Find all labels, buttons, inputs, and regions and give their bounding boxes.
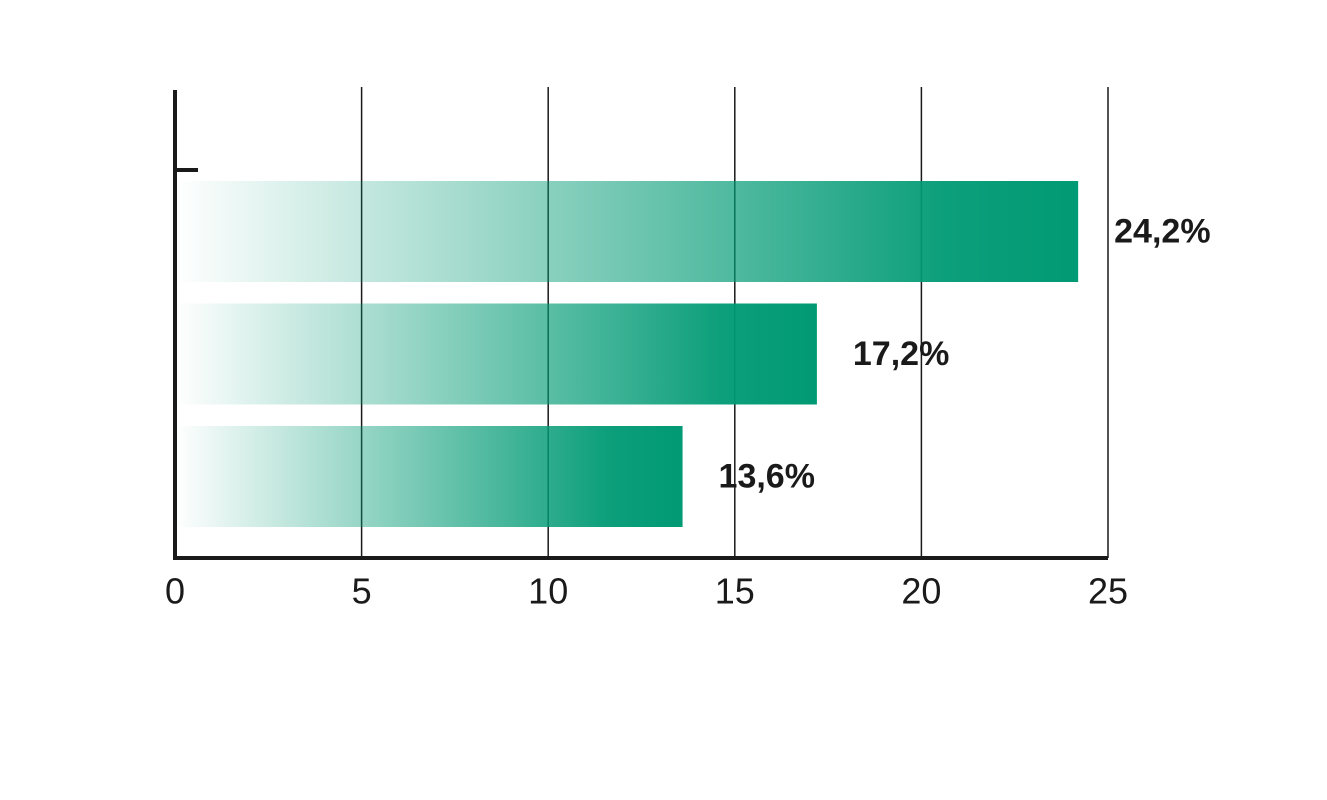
x-tick-label: 5 [352, 571, 372, 612]
x-tick-label: 10 [528, 571, 568, 612]
x-tick-label: 15 [715, 571, 755, 612]
x-tick-label: 25 [1088, 571, 1128, 612]
value-label: 24,2% [1114, 212, 1210, 250]
bars [175, 181, 1079, 527]
value-label: 17,2% [853, 335, 949, 373]
labels: 0 5 10 15 20 25 24,2% 17,2% 13,6% [165, 212, 1211, 611]
bar [175, 426, 683, 527]
x-tick-label: 20 [901, 571, 941, 612]
value-label: 13,6% [719, 457, 815, 495]
x-tick-label: 0 [165, 571, 185, 612]
bar [175, 303, 817, 405]
bar [175, 181, 1079, 282]
